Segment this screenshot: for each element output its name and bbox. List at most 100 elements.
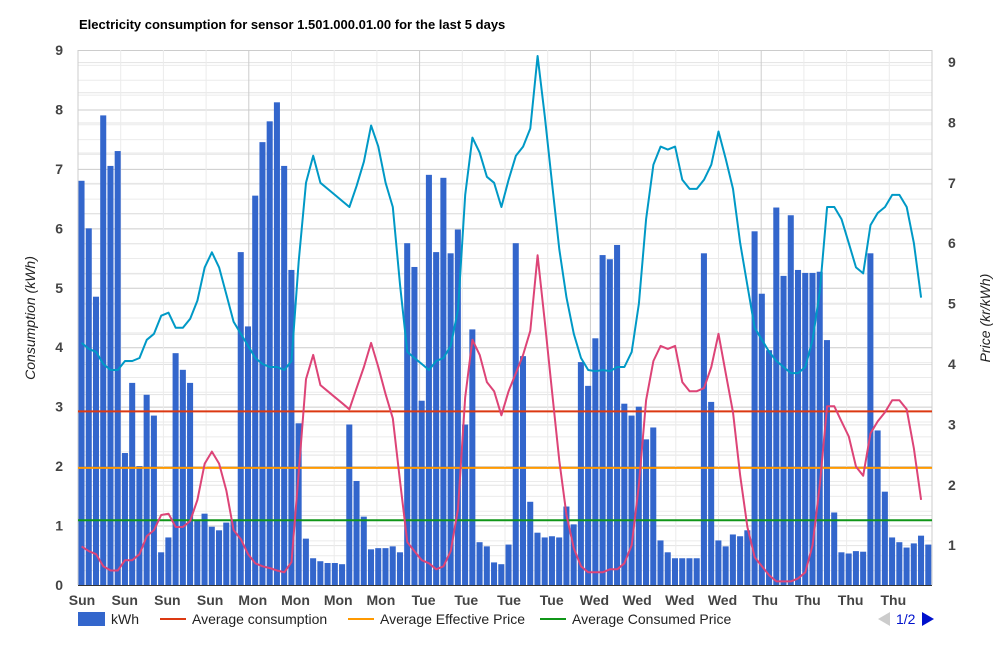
y-tick-label: 8 xyxy=(55,101,63,117)
bar xyxy=(845,553,852,585)
bar xyxy=(187,382,194,585)
bar xyxy=(331,563,338,585)
x-tick-label: Mon xyxy=(324,592,353,608)
x-tick-label: Wed xyxy=(708,592,737,608)
bar xyxy=(780,275,787,585)
x-tick-label: Mon xyxy=(281,592,310,608)
bar xyxy=(230,519,237,585)
bar xyxy=(744,530,751,585)
x-tick-label: Sun xyxy=(197,592,223,608)
bar xyxy=(896,542,903,585)
bar xyxy=(512,243,519,585)
bar xyxy=(114,151,121,586)
bar xyxy=(527,501,534,585)
bar xyxy=(635,406,642,585)
y-tick-label: 9 xyxy=(55,42,63,58)
y2-tick-label: 5 xyxy=(948,296,956,312)
legend-item[interactable]: Average Effective Price xyxy=(348,611,525,627)
legend-label: Average consumption xyxy=(192,611,327,627)
bar xyxy=(737,536,744,585)
y2-tick-label: 6 xyxy=(948,235,956,251)
bar xyxy=(585,385,592,585)
x-axis-ticks: Sun Sun Sun Sun Mon Mon Mon Mon Tue Tue Tue Tue Wed W… xyxy=(69,592,906,608)
bar xyxy=(194,519,201,585)
bar xyxy=(476,542,483,585)
legend-label: Average Effective Price xyxy=(380,611,525,627)
bar xyxy=(577,362,584,585)
bar xyxy=(664,552,671,585)
x-tick-label: Tue xyxy=(454,592,478,608)
bar xyxy=(693,558,700,585)
bar xyxy=(751,231,758,586)
bar xyxy=(686,558,693,585)
legend-label: Average Consumed Price xyxy=(572,611,731,627)
bar xyxy=(339,564,346,585)
bar xyxy=(411,266,418,585)
bar xyxy=(729,534,736,585)
bar xyxy=(208,526,215,585)
bar xyxy=(273,102,280,586)
y2-tick-label: 7 xyxy=(948,175,956,191)
y-axis-ticks: 0 1 2 3 4 5 6 7 8 9 xyxy=(55,42,63,593)
x-tick-label: Sun xyxy=(69,592,95,608)
bar xyxy=(534,532,541,585)
bar xyxy=(910,543,917,585)
bar xyxy=(570,524,577,585)
bar xyxy=(143,394,150,585)
bar xyxy=(541,537,548,585)
bar xyxy=(773,207,780,585)
bar xyxy=(657,540,664,585)
bar xyxy=(295,423,302,585)
bar xyxy=(469,329,476,585)
bar xyxy=(172,353,179,585)
bar xyxy=(179,369,186,585)
bar xyxy=(621,403,628,585)
x-tick-label: Tue xyxy=(497,592,521,608)
bar xyxy=(925,544,932,585)
bar xyxy=(382,548,389,585)
x-tick-label: Sun xyxy=(154,592,180,608)
bar xyxy=(643,439,650,585)
bar xyxy=(505,544,512,585)
y2-tick-label: 1 xyxy=(948,537,956,553)
bar xyxy=(491,562,498,585)
y2-tick-label: 8 xyxy=(948,114,956,130)
bar xyxy=(302,538,309,585)
y2-tick-label: 3 xyxy=(948,416,956,432)
price-lines xyxy=(80,55,923,583)
price-line xyxy=(80,55,923,375)
bar xyxy=(708,401,715,585)
x-tick-label: Thu xyxy=(838,592,864,608)
y2-tick-label: 4 xyxy=(948,356,956,372)
y2-tick-label: 2 xyxy=(948,477,956,493)
bar xyxy=(852,551,859,585)
bar xyxy=(85,228,92,586)
x-tick-label: Thu xyxy=(752,592,778,608)
bar xyxy=(700,253,707,586)
bar xyxy=(831,512,838,585)
bar xyxy=(367,549,375,585)
legend-page-indicator: 1/2 xyxy=(896,611,916,627)
y-tick-label: 0 xyxy=(55,577,63,593)
y-axis-label: Consumption (kWh) xyxy=(22,256,38,380)
bar xyxy=(92,296,100,585)
bar xyxy=(425,174,432,586)
legend-prev-icon[interactable] xyxy=(878,612,890,626)
bar xyxy=(346,424,353,585)
bar xyxy=(628,415,635,585)
bar xyxy=(324,563,331,585)
legend-next-icon[interactable] xyxy=(922,612,934,626)
x-tick-label: Tue xyxy=(412,592,436,608)
legend-item[interactable]: Average consumption xyxy=(160,611,327,627)
bar xyxy=(396,552,403,585)
legend-item[interactable]: kWh xyxy=(78,611,139,627)
bar xyxy=(787,215,794,585)
bar xyxy=(223,522,230,585)
legend-pager: 1/2 xyxy=(878,611,934,627)
bar xyxy=(78,180,85,585)
bar xyxy=(310,558,317,585)
bar xyxy=(158,552,165,585)
y2-tick-label: 9 xyxy=(948,54,956,70)
bar xyxy=(462,424,469,585)
legend-item[interactable]: Average Consumed Price xyxy=(540,611,731,627)
